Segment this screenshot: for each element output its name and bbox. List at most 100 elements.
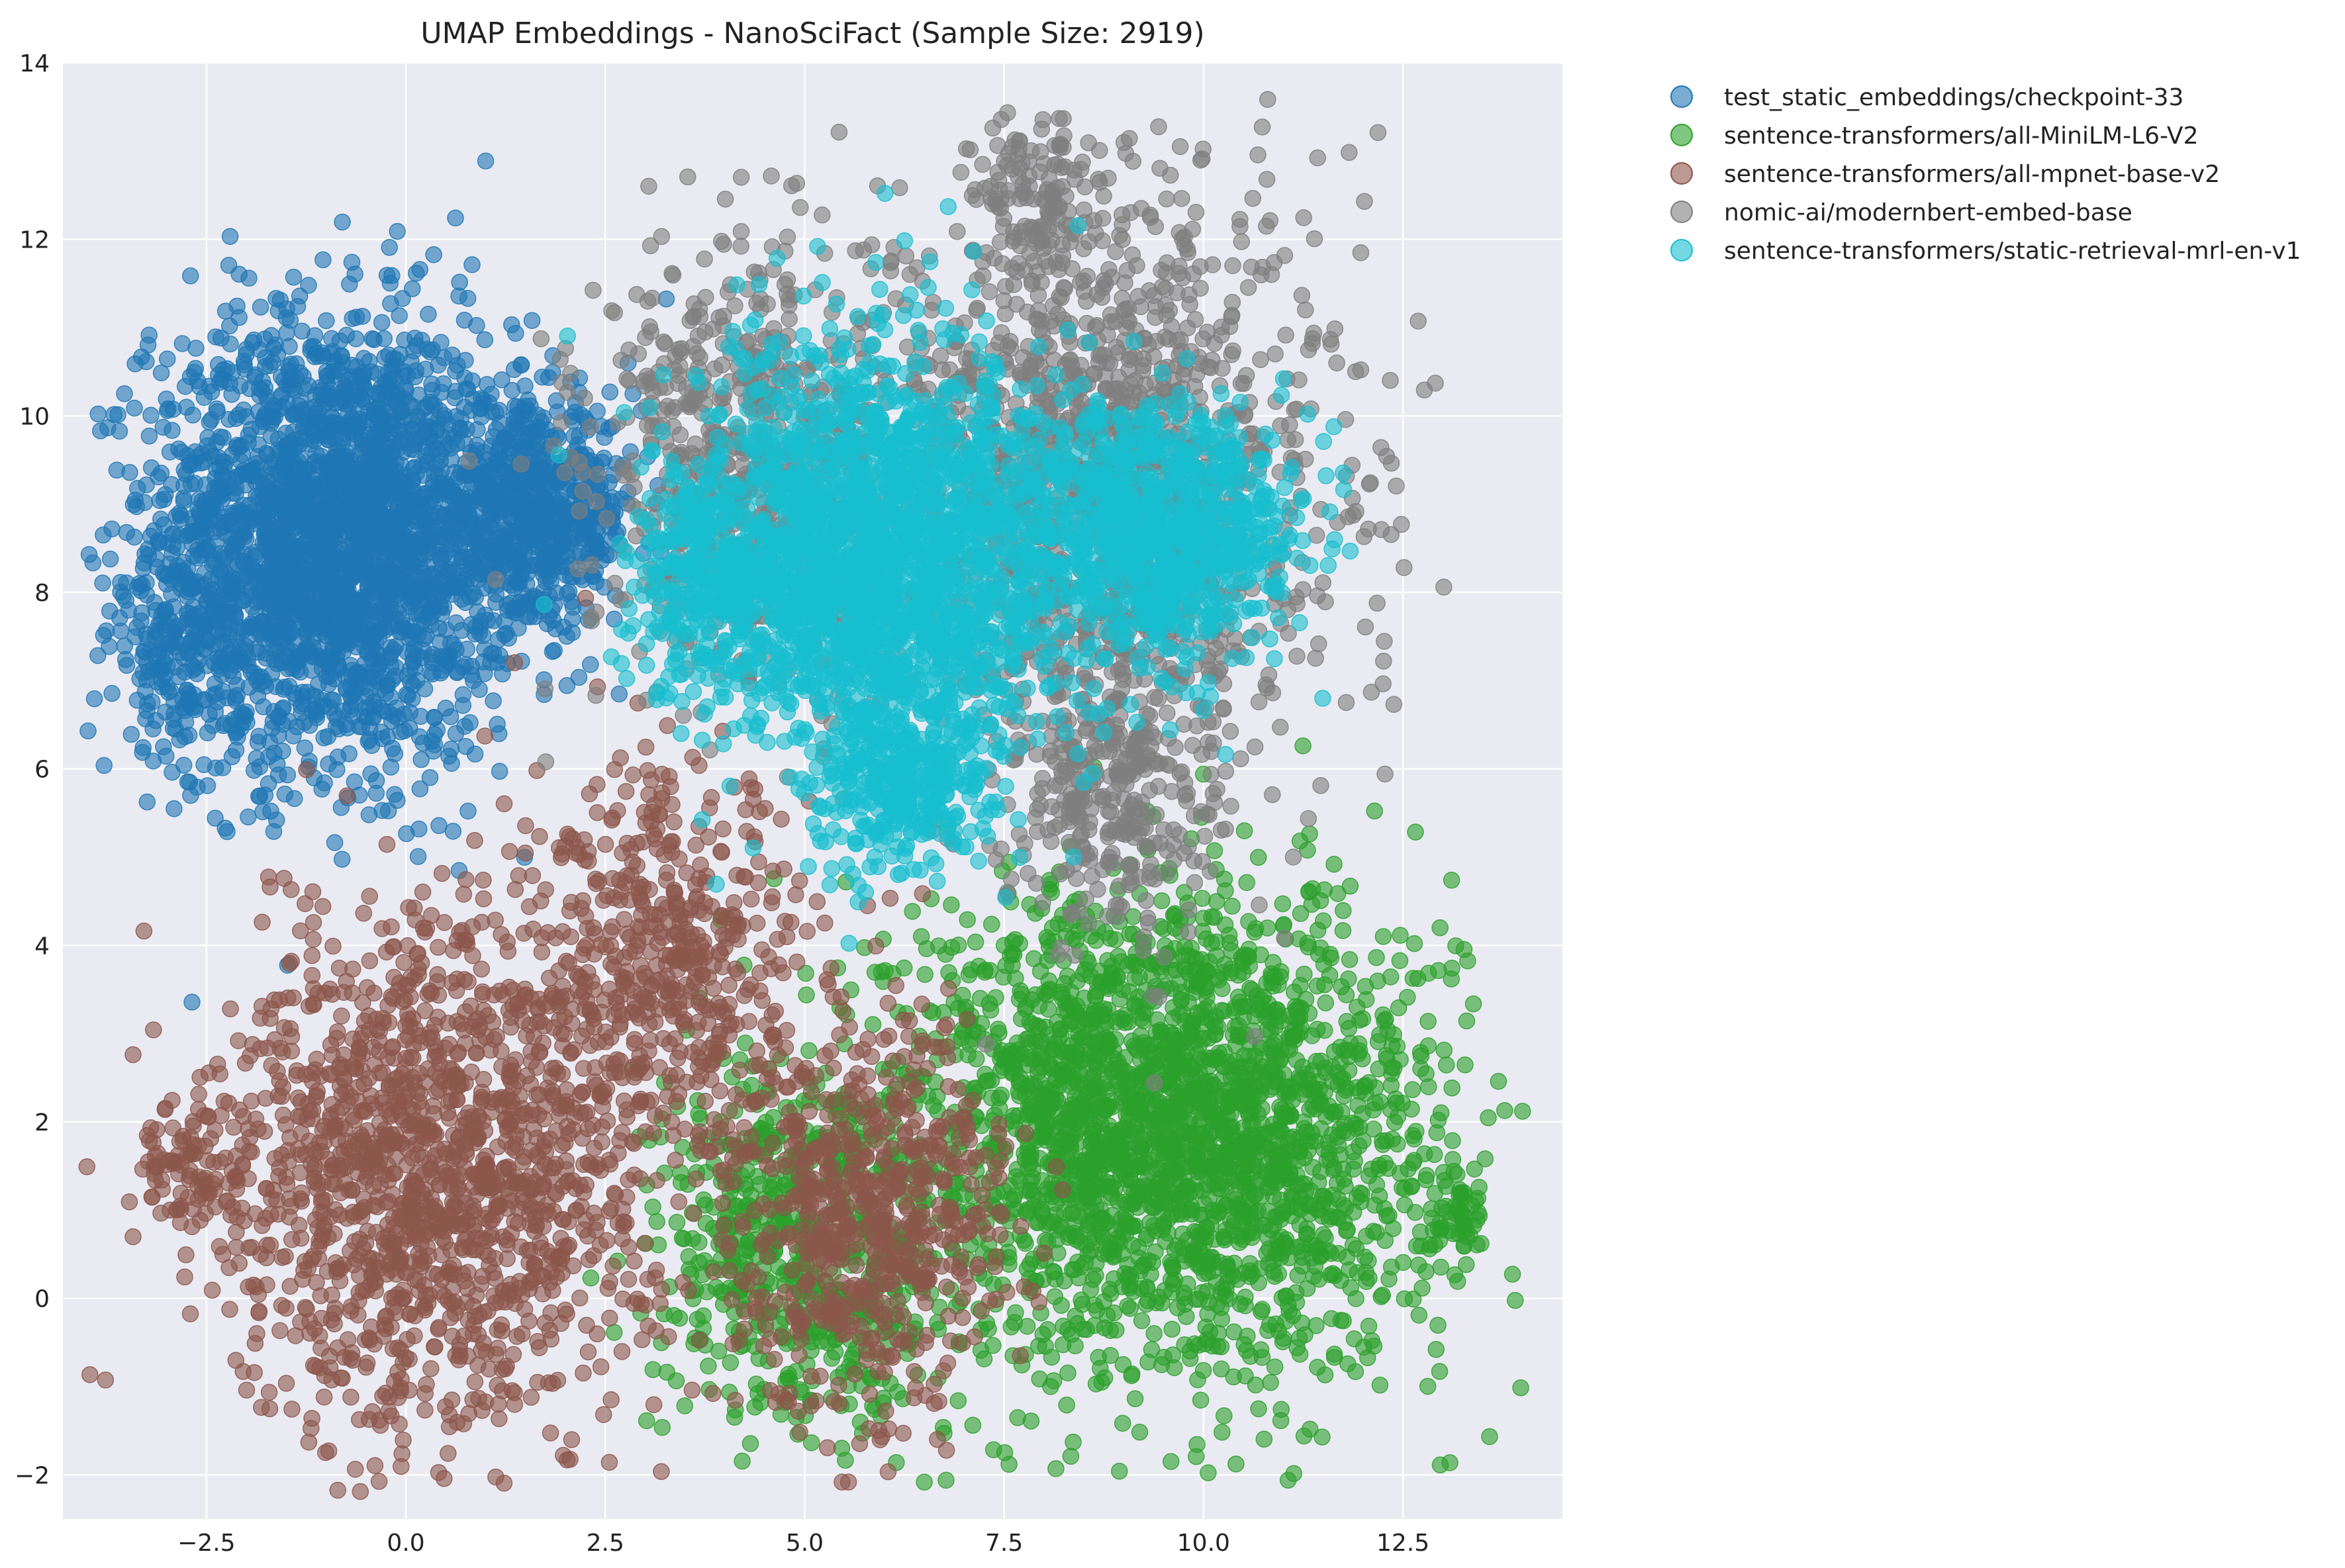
scatter-point (299, 622, 316, 639)
scatter-point (1432, 1258, 1449, 1276)
scatter-point (176, 663, 193, 681)
scatter-point (493, 371, 510, 389)
scatter-point (229, 649, 246, 667)
scatter-point (314, 251, 332, 269)
scatter-point (444, 481, 461, 499)
scatter-point (412, 751, 430, 768)
scatter-point (431, 582, 448, 599)
scatter-point (206, 675, 224, 692)
scatter-point (79, 722, 97, 740)
scatter-point (126, 399, 143, 417)
scatter-point (570, 669, 588, 686)
scatter-point (209, 693, 226, 710)
scatter-point (367, 772, 385, 789)
scatter-point (213, 486, 230, 503)
scatter-point (411, 261, 428, 278)
scatter-point (487, 585, 505, 603)
scatter-point (326, 834, 344, 851)
scatter-point (455, 398, 473, 416)
scatter-point (1429, 1316, 1447, 1334)
scatter-point (409, 848, 427, 865)
scatter-point (322, 345, 339, 363)
scatter-point (177, 617, 195, 634)
scatter-point (152, 364, 170, 382)
scatter-point (1429, 1111, 1447, 1129)
scatter-point (338, 326, 356, 344)
scatter-point (1192, 1391, 1210, 1409)
scatter-point (308, 703, 326, 721)
scatter-point (511, 522, 529, 539)
scatter-point (1162, 1253, 1179, 1271)
scatter-point (490, 725, 508, 743)
scatter-point (481, 394, 498, 412)
scatter-point (518, 596, 535, 614)
scatter-point (1325, 1161, 1342, 1179)
scatter-point (1435, 1041, 1453, 1059)
scatter-point (358, 529, 375, 546)
scatter-point (601, 383, 618, 401)
scatter-point (1412, 1044, 1429, 1061)
scatter-point (363, 514, 381, 531)
scatter-point (1496, 1102, 1513, 1119)
scatter-point (530, 452, 547, 469)
scatter-point (164, 537, 182, 554)
scatter-point (554, 533, 572, 551)
scatter-point (545, 612, 562, 629)
scatter-point (320, 659, 338, 676)
scatter-point (1392, 927, 1409, 944)
scatter-point (354, 308, 371, 325)
scatter-point (430, 356, 447, 374)
scatter-point (1363, 1332, 1380, 1350)
scatter-point (245, 563, 262, 580)
scatter-point (1420, 1078, 1437, 1095)
scatter-point (267, 336, 284, 354)
scatter-point (1309, 921, 1327, 939)
scatter-point (1065, 1433, 1082, 1451)
scatter-point (1227, 1455, 1245, 1473)
scatter-point (369, 416, 387, 434)
scatter-point (365, 331, 383, 348)
scatter-point (245, 762, 263, 779)
scatter-point (341, 275, 358, 293)
scatter-point (476, 665, 493, 682)
scatter-point (385, 350, 402, 367)
scatter-point (1447, 937, 1464, 954)
scatter-point (308, 551, 325, 569)
scatter-point (1356, 1248, 1374, 1266)
scatter-point (139, 630, 156, 647)
scatter-point (382, 295, 399, 312)
scatter-point (151, 492, 168, 509)
scatter-point (1426, 1185, 1443, 1202)
scatter-point (540, 518, 557, 535)
scatter-point (173, 335, 191, 352)
scatter-point (144, 720, 162, 737)
scatter-point (457, 594, 474, 612)
scatter-point (405, 555, 422, 573)
scatter-point (442, 708, 459, 725)
scatter-point (1267, 1018, 1284, 1035)
scatter-point (534, 409, 552, 426)
scatter-point (150, 616, 168, 633)
scatter-point (343, 254, 361, 271)
scatter-point (256, 408, 273, 426)
scatter-point (324, 416, 342, 434)
scatter-point (314, 623, 332, 641)
scatter-point (103, 684, 120, 702)
scatter-point (395, 363, 413, 381)
scatter-point (126, 492, 144, 509)
scatter-point (1200, 1464, 1217, 1481)
scatter-point (379, 728, 397, 745)
scatter-point (1317, 1229, 1334, 1247)
scatter-point (473, 477, 491, 494)
scatter-point (337, 379, 354, 397)
scatter-point (175, 477, 193, 494)
scatter-point (291, 287, 309, 305)
scatter-point (1403, 1100, 1420, 1118)
scatter-point (408, 337, 426, 354)
scatter-point (582, 656, 599, 673)
scatter-point (267, 290, 285, 307)
scatter-point (422, 600, 439, 618)
scatter-point (267, 489, 285, 507)
scatter-point (1054, 1336, 1072, 1354)
scatter-point (140, 428, 158, 445)
